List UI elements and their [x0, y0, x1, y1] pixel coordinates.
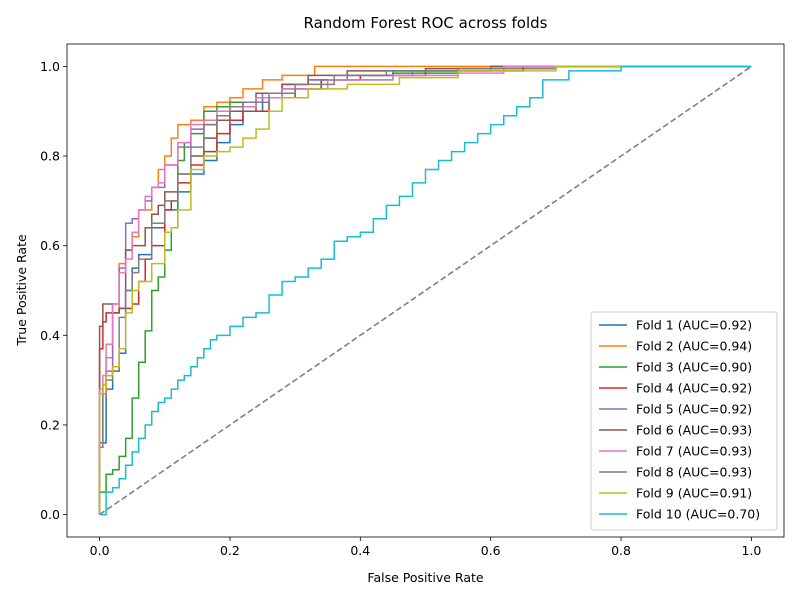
roc-series-fold-7	[98, 65, 752, 515]
x-tick-label: 0.6	[481, 543, 501, 558]
x-tick-label: 0.8	[611, 543, 631, 558]
legend-label-fold-3: Fold 3 (AUC=0.90)	[636, 360, 752, 375]
x-tick-label: 1.0	[741, 543, 761, 558]
plot-area	[66, 43, 785, 538]
legend-label-fold-2: Fold 2 (AUC=0.94)	[636, 339, 752, 354]
legend: Fold 1 (AUC=0.92) Fold 2 (AUC=0.94) Fold 3…	[590, 311, 778, 531]
roc-series-fold-9	[98, 65, 752, 515]
chance-diagonal-line	[99, 65, 752, 516]
y-tick-label: 0.8	[40, 149, 60, 164]
legend-label-fold-10: Fold 10 (AUC=0.70)	[636, 507, 760, 522]
roc-series-fold-10	[99, 65, 752, 516]
x-axis-label: False Positive Rate	[367, 570, 483, 585]
legend-label-fold-1: Fold 1 (AUC=0.92)	[636, 318, 752, 333]
y-tick-label: 0.0	[40, 507, 60, 522]
y-tick-label: 0.6	[40, 238, 60, 253]
legend-label-fold-4: Fold 4 (AUC=0.92)	[636, 381, 752, 396]
roc-series-fold-2	[98, 65, 752, 515]
y-axis: 0.0 0.2 0.4 0.6 0.8 1.0	[40, 59, 67, 522]
chart-title: Random Forest ROC across folds	[304, 14, 548, 32]
legend-label-fold-7: Fold 7 (AUC=0.93)	[636, 444, 752, 459]
x-tick-label: 0.0	[90, 543, 110, 558]
x-tick-label: 0.4	[350, 543, 370, 558]
x-axis: 0.0 0.2 0.4 0.6 0.8 1.0	[90, 537, 761, 558]
legend-box	[590, 311, 778, 531]
plot-frame	[66, 43, 785, 538]
y-axis-label: True Positive Rate	[14, 234, 29, 347]
legend-label-fold-6: Fold 6 (AUC=0.93)	[636, 423, 752, 438]
x-tick-label: 0.2	[220, 543, 240, 558]
legend-label-fold-5: Fold 5 (AUC=0.92)	[636, 402, 752, 417]
y-tick-label: 1.0	[40, 59, 60, 74]
legend-label-fold-8: Fold 8 (AUC=0.93)	[636, 465, 752, 480]
y-tick-label: 0.4	[40, 328, 60, 343]
legend-label-fold-9: Fold 9 (AUC=0.91)	[636, 486, 752, 501]
y-tick-label: 0.2	[40, 417, 60, 432]
